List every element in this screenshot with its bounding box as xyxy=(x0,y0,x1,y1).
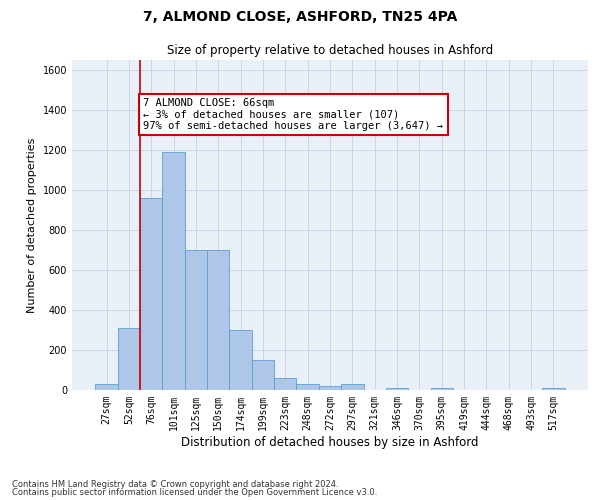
Bar xyxy=(118,328,140,390)
Text: Contains HM Land Registry data © Crown copyright and database right 2024.: Contains HM Land Registry data © Crown c… xyxy=(12,480,338,489)
Bar xyxy=(542,388,565,390)
Text: Contains public sector information licensed under the Open Government Licence v3: Contains public sector information licen… xyxy=(12,488,377,497)
Text: 7, ALMOND CLOSE, ASHFORD, TN25 4PA: 7, ALMOND CLOSE, ASHFORD, TN25 4PA xyxy=(143,10,457,24)
Bar xyxy=(252,360,274,390)
Bar xyxy=(140,198,163,390)
Bar xyxy=(207,250,229,390)
Bar xyxy=(185,250,207,390)
Bar xyxy=(274,378,296,390)
Bar xyxy=(386,388,408,390)
Bar xyxy=(319,386,341,390)
Bar xyxy=(296,384,319,390)
Title: Size of property relative to detached houses in Ashford: Size of property relative to detached ho… xyxy=(167,44,493,58)
Bar xyxy=(95,384,118,390)
Bar xyxy=(431,388,453,390)
X-axis label: Distribution of detached houses by size in Ashford: Distribution of detached houses by size … xyxy=(181,436,479,448)
Text: 7 ALMOND CLOSE: 66sqm
← 3% of detached houses are smaller (107)
97% of semi-deta: 7 ALMOND CLOSE: 66sqm ← 3% of detached h… xyxy=(143,98,443,131)
Bar xyxy=(229,330,252,390)
Bar xyxy=(163,152,185,390)
Bar xyxy=(341,384,364,390)
Y-axis label: Number of detached properties: Number of detached properties xyxy=(27,138,37,312)
